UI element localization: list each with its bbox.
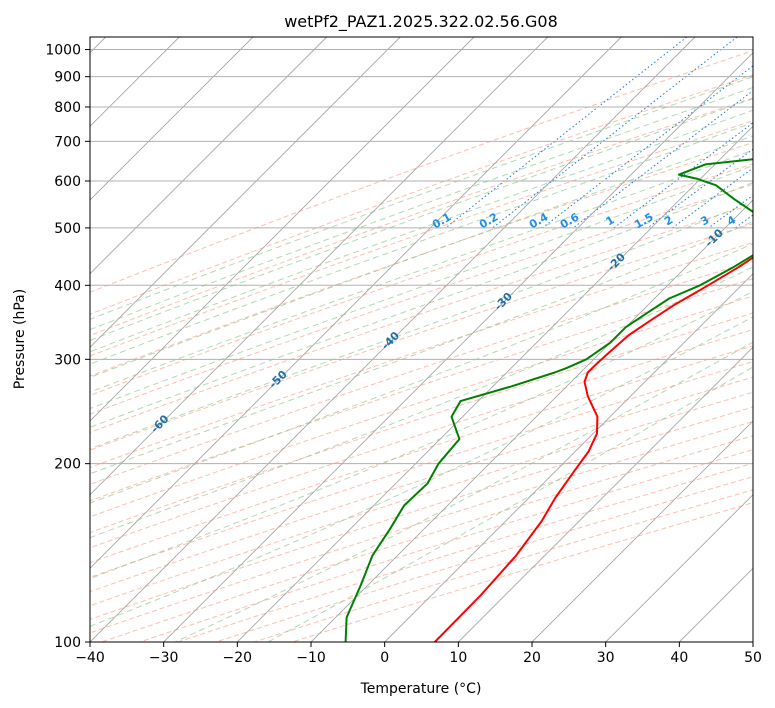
background-lines [90,37,753,642]
y-tick-label: 900 [54,70,81,86]
x-axis-label: Temperature (°C) [360,681,482,697]
isotherm-line [605,494,753,642]
y-tick-label: 1000 [45,43,81,59]
isotherm-line [384,273,753,642]
x-tick-label: −20 [223,650,253,666]
plot-frame [89,36,754,643]
mixing-ratio-label: 6 [764,213,775,228]
dry-adiabat-line [90,278,753,502]
dry-adiabat-line [90,312,753,534]
dry-adiabat-line [90,142,753,377]
y-tick-label: 800 [54,100,81,116]
mixing-ratio-line [734,214,753,229]
x-tick-label: 20 [523,650,541,666]
dry-adiabat-line [90,376,753,593]
mixing-ratio-label: 2 [662,213,675,228]
dry-adiabat-line [90,361,753,578]
moist-adiabat-line [90,291,753,580]
x-tick-label: 40 [670,650,688,666]
moist-adiabat-line [90,200,753,450]
x-tick-label: 10 [449,650,467,666]
isotherm-label: -50 [267,368,290,391]
moist-adiabat-line [90,181,753,428]
y-axis-label: Pressure (hPa) [12,289,28,389]
dry-adiabat-line [90,163,753,396]
mixing-ratio-line [492,37,738,229]
x-axis: −40 −30 −20 −10 0 10 20 30 40 50 [75,642,762,666]
y-tick-label: 600 [54,174,81,190]
sounding-profiles [344,158,753,642]
isotherm-line [236,125,753,642]
x-tick-label: 30 [597,650,615,666]
dry-adiabat-line [90,329,753,549]
dry-adiabat-line [101,435,753,642]
moist-adiabat-line [90,165,753,410]
moist-adiabat-line [90,76,753,320]
isotherm-line [90,37,696,642]
pressure-gridlines [90,49,753,642]
isotherm-label: -10 [703,226,726,249]
isotherm-line [457,346,753,642]
mixing-ratio-line [613,122,753,229]
dewpoint-profile-line [344,158,753,642]
mixing-ratio-line [572,90,753,229]
moist-adiabat-line [90,98,753,341]
isotherm-line [531,420,753,642]
x-tick-label: −10 [296,650,326,666]
x-tick-label: −30 [149,650,179,666]
isotherm-line [752,641,753,642]
y-tick-label: 400 [54,278,81,294]
isotherm-line [90,37,475,422]
isotherm-line [90,37,549,496]
mixing-ratio-label: 3 [698,213,711,228]
dry-adiabat-line [90,391,753,607]
dry-adiabat-line [90,50,753,293]
dry-adiabat-line [292,502,753,642]
y-tick-label: 200 [54,457,81,473]
isotherm-label: -30 [492,290,515,313]
isotherm-line [90,37,254,201]
isotherm-line [90,37,401,348]
temperature-profile-line [434,256,753,642]
mixing-ratio-label: 1 [604,213,617,228]
dry-adiabat-line [90,241,753,469]
y-tick-label: 700 [54,134,81,150]
mixing-ratio-line [542,65,753,229]
y-axis: 1000 900 800 700 600 500 400 300 200 100 [45,43,90,651]
isotherm-line [163,52,753,642]
moist-adiabat-line [90,109,753,353]
isotherm-line [90,37,328,275]
dry-adiabat-line [90,295,753,518]
x-tick-label: −40 [75,650,105,666]
isotherm-line [90,37,622,569]
moist-adiabat-line [90,242,753,504]
moist-adiabat-line [267,366,753,642]
isotherm-line [678,567,753,642]
y-tick-label: 300 [54,352,81,368]
isotherms [90,37,753,642]
dry-adiabat-line [215,476,753,642]
dry-adiabat-line [90,345,753,564]
mixing-ratio-line [672,167,753,229]
dry-adiabat-line [177,462,753,642]
chart-title: wetPf2_PAZ1.2025.322.02.56.G08 [284,12,558,32]
isotherm-label: -40 [379,329,402,352]
y-tick-label: 500 [54,221,81,237]
x-tick-label: 0 [380,650,389,666]
moist-adiabat-line [90,86,753,331]
dry-adiabat-line [90,223,753,451]
dry-adiabat-line [90,97,753,337]
moist-adiabats [90,76,753,642]
y-tick-label: 100 [54,635,81,651]
isotherm-label: -60 [148,412,171,435]
x-tick-label: 50 [744,650,762,666]
moist-adiabat-line [90,266,753,539]
isotherm-label: -70 [31,455,54,478]
